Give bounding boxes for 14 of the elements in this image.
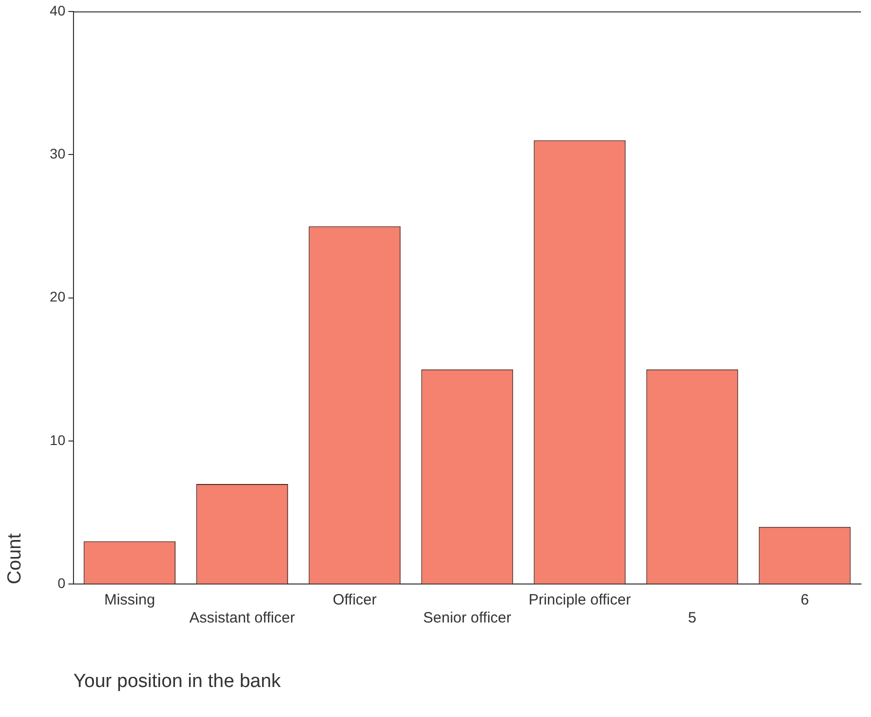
y-tick-label: 10: [50, 432, 66, 448]
x-tick-label: Principle officer: [528, 591, 631, 608]
x-tick-label: 6: [800, 591, 809, 608]
x-axis-title: Your position in the bank: [73, 670, 282, 692]
y-axis-title: Count: [4, 532, 26, 584]
x-tick-label: Senior officer: [423, 609, 512, 626]
y-tick-label: 20: [50, 288, 66, 305]
y-tick-label: 0: [58, 575, 66, 592]
x-tick-label: Officer: [332, 591, 377, 608]
y-tick-label: 40: [50, 2, 66, 18]
x-tick-label: Missing: [104, 591, 156, 608]
x-tick-label: Assistant officer: [189, 609, 295, 626]
y-tick-label: 30: [50, 145, 66, 162]
x-tick-label: 5: [688, 609, 696, 626]
